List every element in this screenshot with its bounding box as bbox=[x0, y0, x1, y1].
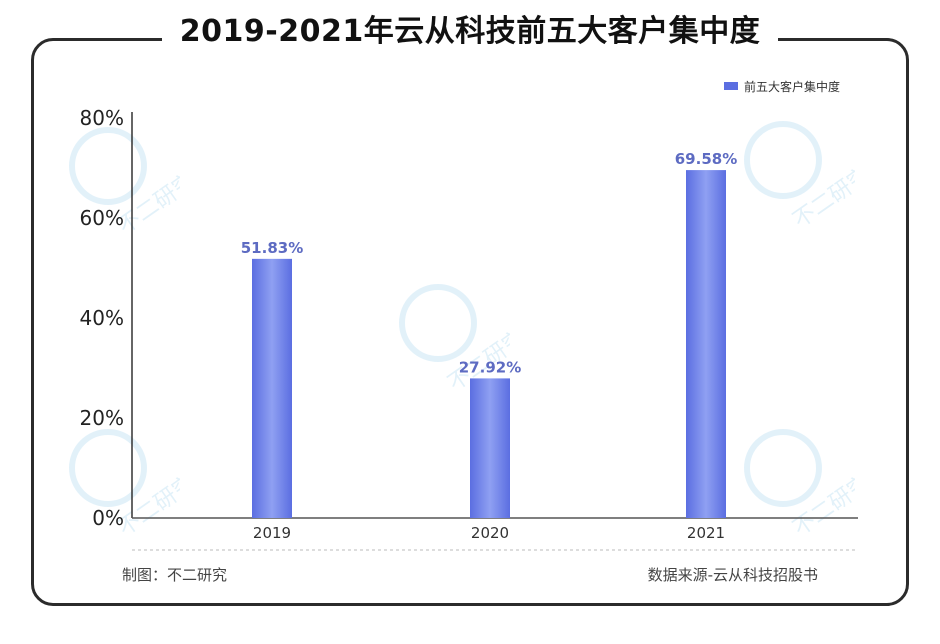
y-axis: 0% 20% 40% 60% 80% bbox=[80, 106, 133, 530]
chart-maker-credit: 制图：不二研究 bbox=[122, 566, 228, 584]
data-label: 69.58% bbox=[675, 150, 737, 168]
legend-label: 前五大客户集中度 bbox=[744, 79, 840, 94]
x-tick-label: 2021 bbox=[687, 524, 725, 542]
bars: 51.83% 2019 27.92% 2020 69.58% 2021 bbox=[241, 150, 737, 542]
x-tick-label: 2019 bbox=[253, 524, 291, 542]
watermark-logo-icon: 不二研究 bbox=[744, 121, 855, 233]
y-tick-label: 20% bbox=[80, 406, 124, 430]
watermark-logo-icon: 不二研究 bbox=[744, 429, 855, 541]
bar bbox=[470, 378, 510, 518]
watermark-logo-icon: 不二研究 bbox=[69, 127, 180, 239]
y-tick-label: 80% bbox=[80, 106, 124, 130]
data-label: 51.83% bbox=[241, 239, 303, 257]
legend-swatch bbox=[724, 82, 738, 90]
legend: 前五大客户集中度 bbox=[724, 79, 840, 94]
bar bbox=[252, 258, 292, 518]
y-tick-label: 0% bbox=[92, 506, 124, 530]
x-tick-label: 2020 bbox=[471, 524, 509, 542]
data-label: 27.92% bbox=[459, 358, 521, 376]
watermark-logo-icon: 不二研究 bbox=[69, 429, 180, 541]
chart-title-wrap: 2019-2021年云从科技前五大客户集中度 bbox=[0, 10, 940, 54]
y-tick-label: 40% bbox=[80, 306, 124, 330]
y-tick-label: 60% bbox=[80, 206, 124, 230]
bar bbox=[686, 170, 726, 518]
data-source-note: 数据来源-云从科技招股书 bbox=[647, 566, 818, 584]
chart-title: 2019-2021年云从科技前五大客户集中度 bbox=[161, 10, 779, 54]
